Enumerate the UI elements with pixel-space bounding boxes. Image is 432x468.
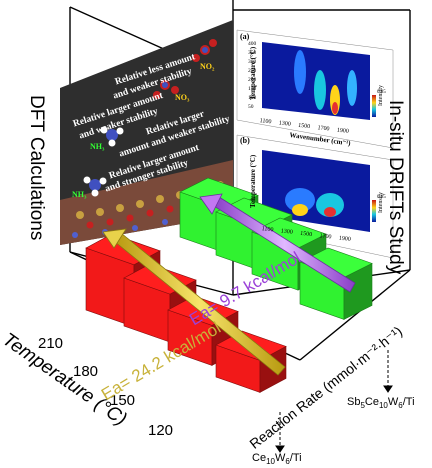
heatmap-b [262, 150, 370, 232]
molecule-no3 [153, 80, 179, 99]
temperature-tick-150: 150 [110, 392, 136, 409]
temperature-tick-180: 180 [73, 363, 99, 380]
colorbar-b [372, 200, 376, 222]
molecule-label-nh3-lower: NH₃ [72, 190, 87, 199]
catalyst-pointers [275, 350, 393, 453]
molecule-label-no2: NO₂ [200, 62, 215, 71]
green-bar-4 [299, 247, 373, 320]
drifts-title: In-situ DRIFTs Study [385, 100, 406, 275]
molecule-no2 [192, 39, 217, 62]
drifts-y-ticks-a: 400 350 300 250 200 150 100 50 [248, 41, 257, 110]
catalyst-label-low: Ce10W6/Ti [252, 452, 302, 467]
colorbar-a [372, 95, 376, 117]
colorbar-label-a: Intensity [378, 85, 384, 106]
catalyst-label-high: Sb5Ce10W6/Ti [347, 396, 415, 411]
drifts-panel-a-label: (a) [240, 32, 250, 41]
colorbar-max-a: 0.85 [377, 90, 386, 95]
molecule-label-no3: NO₃ [175, 93, 190, 102]
molecule-label-nh3-upper: NH₃ [90, 142, 105, 151]
drifts-y-label-b: Temperature (°C) [249, 154, 257, 208]
yellow-arrow [102, 228, 286, 376]
molecule-nh3-upper [100, 126, 124, 147]
temperature-tick-120: 120 [148, 422, 174, 439]
drifts-panel-b-label: (b) [240, 136, 250, 145]
dft-title: DFT Calculations [26, 95, 47, 241]
molecule-nh3-lower [83, 176, 107, 197]
purple-arrow [199, 193, 356, 293]
temperature-tick-210: 210 [38, 335, 64, 352]
colorbar-max-b: 0.85 [377, 195, 386, 200]
